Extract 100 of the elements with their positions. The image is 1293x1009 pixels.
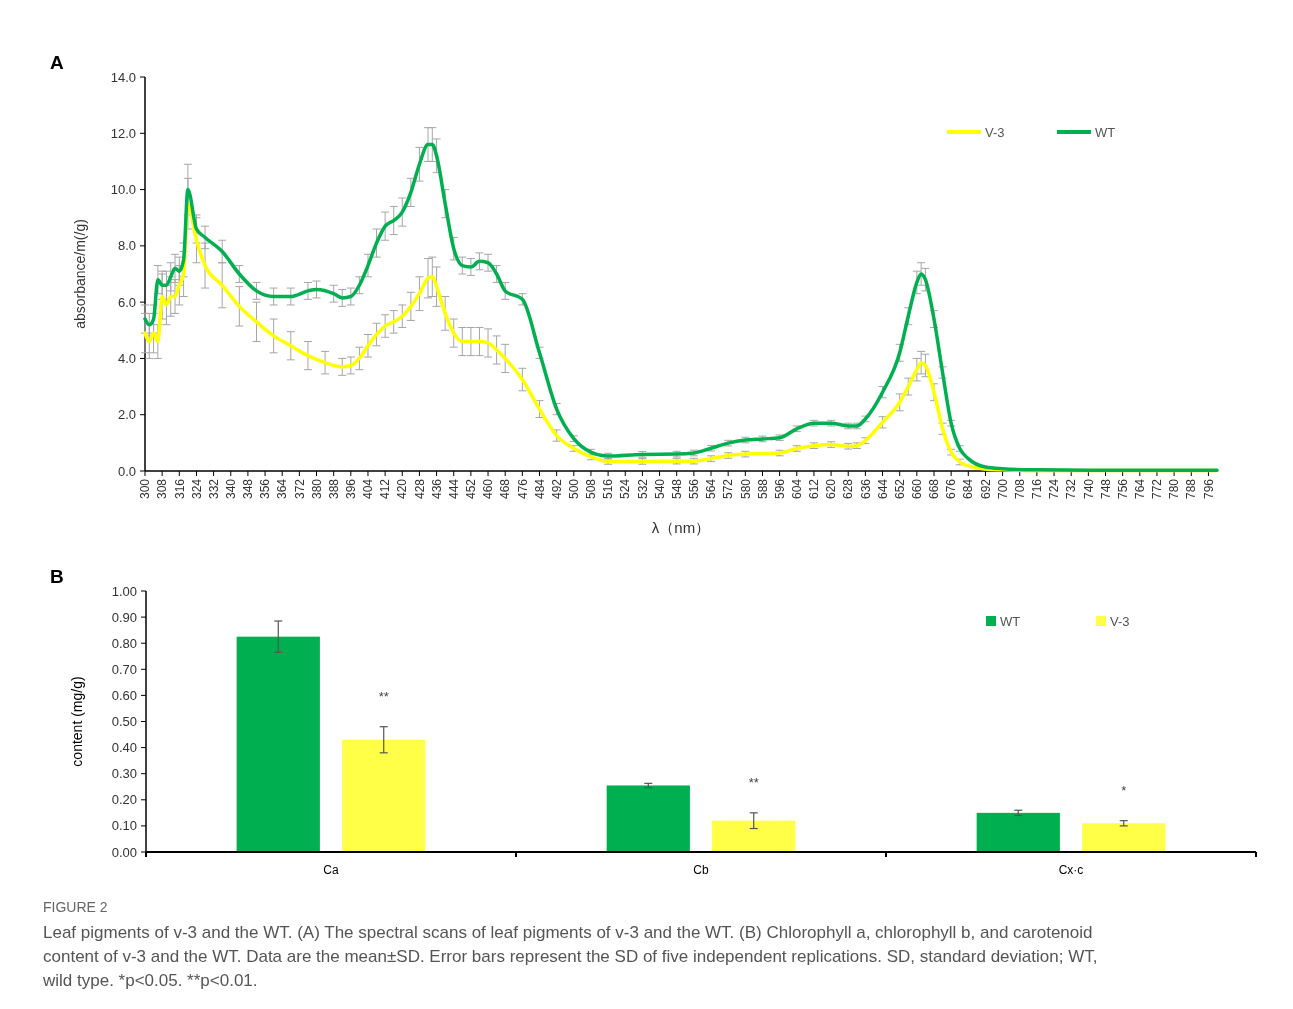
bar [606, 785, 690, 852]
legend-label: V-3 [985, 124, 1005, 140]
annotation: ** [748, 774, 759, 790]
x-tick-label: 380 [309, 478, 324, 500]
x-tick-label: Cb [693, 863, 709, 877]
y-tick-label: 0.10 [111, 818, 137, 834]
x-tick-label: 700 [995, 478, 1010, 500]
y-tick-label: 0.40 [111, 740, 137, 756]
x-tick-label: 372 [292, 478, 307, 500]
x-tick-label: 596 [772, 478, 787, 500]
x-tick-label: 636 [858, 478, 873, 500]
x-tick-label: 492 [549, 478, 564, 500]
x-tick-label: 564 [704, 478, 719, 500]
bar [342, 739, 426, 852]
x-tick-label: 548 [669, 478, 684, 500]
x-tick-label: 500 [567, 478, 581, 500]
x-tick-label: 348 [241, 478, 256, 500]
x-tick-label: 764 [1133, 478, 1148, 500]
x-tick-label: 460 [481, 478, 496, 500]
x-tick-label: 756 [1115, 478, 1130, 500]
x-tick-label: 540 [652, 478, 667, 500]
x-tick-label: 740 [1081, 478, 1096, 500]
x-tick-label: 508 [584, 478, 599, 500]
x-tick-label: 452 [464, 478, 479, 500]
y-tick-label: 2.0 [117, 407, 136, 423]
x-tick-label: 588 [755, 478, 770, 500]
y-tick-label: 0.30 [111, 766, 137, 782]
x-tick-label: 468 [498, 478, 513, 500]
bar [976, 812, 1060, 852]
x-tick-label: 396 [344, 478, 359, 500]
x-axis-title: λ（nm） [651, 519, 711, 536]
y-tick-label: 0.90 [111, 609, 137, 625]
x-tick-label: 308 [155, 478, 170, 500]
x-tick-label: 788 [1184, 478, 1199, 500]
y-axis-title: absorbance/m(/g) [72, 219, 88, 329]
x-tick-label: 388 [326, 478, 341, 500]
y-tick-label: 0.70 [111, 661, 137, 677]
y-tick-label: 8.0 [117, 238, 136, 254]
y-tick-label: 0.0 [117, 463, 136, 479]
y-tick-label: 10.0 [110, 182, 136, 198]
x-tick-label: 340 [223, 478, 238, 500]
y-tick-label: 1.00 [111, 583, 137, 599]
x-tick-label: 428 [412, 478, 427, 500]
x-tick-label: 676 [944, 478, 959, 500]
x-tick-label: Ca [323, 863, 339, 877]
x-tick-label: 444 [446, 478, 461, 500]
y-tick-label: 6.0 [117, 294, 136, 310]
x-tick-label: 524 [618, 478, 633, 500]
x-tick-label: 436 [429, 478, 444, 500]
x-tick-label: 684 [961, 478, 976, 500]
x-tick-label: 572 [721, 478, 736, 500]
x-tick-label: 356 [258, 478, 273, 500]
y-tick-label: 0.80 [111, 635, 137, 651]
chart-title: B [50, 566, 64, 587]
x-tick-label: 412 [378, 478, 393, 500]
x-tick-label: 732 [1064, 478, 1079, 500]
x-tick-label: 716 [1030, 478, 1045, 500]
x-tick-label: 516 [601, 478, 616, 500]
x-tick-label: 364 [275, 478, 290, 500]
y-tick-label: 0.00 [111, 844, 137, 860]
x-tick-label: 484 [532, 478, 547, 500]
y-tick-label: 0.20 [111, 792, 137, 808]
x-tick-label: 780 [1167, 478, 1182, 500]
x-tick-label: Cx·c [1058, 863, 1084, 877]
y-tick-label: 14.0 [110, 69, 136, 85]
x-tick-label: 580 [738, 478, 753, 500]
x-tick-label: 628 [841, 478, 856, 500]
x-tick-label: 644 [875, 478, 890, 500]
caption: FIGURE 2 [43, 899, 108, 915]
x-tick-label: 300 [138, 478, 153, 500]
y-tick-label: 12.0 [110, 125, 136, 141]
bar [712, 820, 796, 852]
y-tick-label: 0.50 [111, 714, 137, 730]
x-tick-label: 476 [515, 478, 530, 500]
annotation: * [1121, 782, 1127, 798]
x-tick-label: 660 [910, 478, 925, 500]
x-tick-label: 404 [361, 478, 376, 500]
x-tick-label: 708 [1012, 478, 1027, 500]
x-tick-label: 532 [635, 478, 650, 500]
y-tick-label: 4.0 [117, 350, 136, 366]
x-tick-label: 796 [1201, 478, 1216, 500]
x-tick-label: 324 [189, 478, 204, 500]
x-tick-label: 748 [1098, 478, 1113, 500]
bar [236, 636, 320, 852]
annotation: ** [378, 688, 389, 704]
x-tick-label: 332 [206, 478, 221, 500]
chart-title: A [50, 52, 64, 73]
legend-label: WT [1095, 124, 1116, 140]
x-tick-label: 316 [172, 478, 187, 500]
x-tick-label: 692 [978, 478, 993, 500]
text: Leaf pigments of v-3 and the WT. (A) The spectral scans of leaf pigments of v-3 and the WT. (B) Chlorophyll a, chlorophyll b, and carotenoid content of v-3 and the WT. Data are the mean±SD. Error bars represent the SD of five independent replications. SD, standard deviation; WT, wild type. *p<0.05. **p<0.01. [42, 923, 1098, 990]
x-tick-label: 556 [687, 478, 702, 500]
y-tick-label: 0.60 [111, 687, 137, 703]
x-tick-label: 724 [1047, 478, 1062, 500]
legend-label: V-3 [1110, 613, 1130, 629]
x-tick-label: 772 [1150, 478, 1165, 500]
x-tick-label: 420 [395, 478, 410, 500]
x-tick-label: 620 [824, 478, 839, 500]
y-axis-title: content (mg/g) [69, 676, 85, 767]
x-tick-label: 652 [892, 478, 907, 500]
